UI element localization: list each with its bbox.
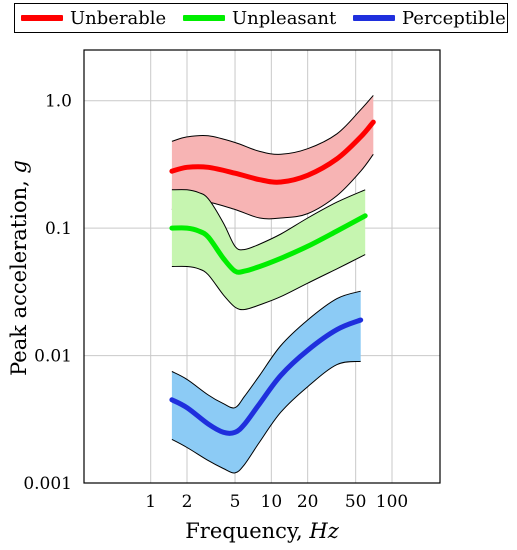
y-tick-label-0_01: 0.01 bbox=[34, 347, 72, 367]
y-tick-labels: 0.001 0.01 0.1 1.0 bbox=[23, 92, 72, 494]
legend-label-unpleasant: Unpleasant bbox=[232, 7, 337, 29]
band-lower-edge-unpleasant bbox=[171, 254, 366, 311]
x-tick-label-50: 50 bbox=[345, 492, 367, 512]
plot-frame bbox=[83, 49, 441, 484]
series-line-perceptible bbox=[169, 317, 364, 436]
series-line-unpleasant bbox=[169, 213, 368, 275]
band-upper-edge-unpleasant bbox=[171, 189, 366, 251]
band-perceptible bbox=[171, 291, 361, 474]
x-tick-label-1: 1 bbox=[145, 492, 156, 512]
legend-label-unberable: Unberable bbox=[70, 7, 167, 29]
legend-swatch-perceptible bbox=[353, 15, 395, 21]
legend-label-perceptible: Perceptible bbox=[402, 7, 506, 29]
series-lines bbox=[169, 119, 376, 436]
y-tick-label-1: 1.0 bbox=[45, 92, 72, 112]
legend-item-unpleasant: Unpleasant bbox=[183, 4, 336, 32]
legend-swatch-unpleasant bbox=[183, 15, 225, 21]
x-axis-label: Frequency, Hz bbox=[185, 519, 339, 543]
band-upper-edge-perceptible bbox=[171, 290, 361, 409]
x-tick-label-5: 5 bbox=[230, 492, 241, 512]
series-line-unberable bbox=[169, 119, 376, 185]
x-tick-labels: 1 2 5 10 20 50 100 bbox=[145, 492, 408, 512]
bands bbox=[171, 95, 374, 474]
band-unpleasant bbox=[171, 189, 366, 310]
x-tick-label-2: 2 bbox=[182, 492, 193, 512]
band-unberable bbox=[171, 95, 374, 219]
band-lower-edge-perceptible bbox=[171, 360, 361, 474]
legend: Unberable Unpleasant Perceptible bbox=[14, 3, 508, 33]
y-tick-label-0_001: 0.001 bbox=[23, 474, 72, 494]
legend-item-unberable: Unberable bbox=[21, 4, 166, 32]
legend-item-perceptible: Perceptible bbox=[353, 4, 506, 32]
y-axis-label: Peak acceleration, g bbox=[7, 160, 31, 376]
y-tick-label-0_1: 0.1 bbox=[45, 219, 72, 239]
x-tick-label-10: 10 bbox=[261, 492, 283, 512]
x-tick-label-20: 20 bbox=[297, 492, 319, 512]
legend-swatch-unberable bbox=[21, 15, 63, 21]
band-upper-edge-unberable bbox=[171, 95, 374, 155]
x-tick-label-100: 100 bbox=[376, 492, 408, 512]
